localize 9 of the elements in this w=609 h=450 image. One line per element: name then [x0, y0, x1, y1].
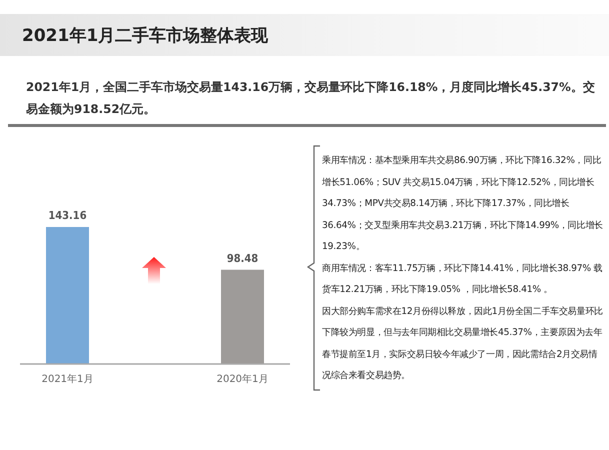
text: 因大部分购车需求在12月份得以释放，因此1月份全国二手车交易量环比下降较为明显，但与去年同期相比交易量增长45.37%，主要原因为去年春节提前至1月，实际交易日较今年减少了一周，因此需结合2月交易情况综合来看交易趋势。: [322, 304, 604, 383]
text: 乘用车情况：基本型乘用车共交易86.90万辆，环比下降16.32%，同比增长51.06%；SUV 共交易15.04万辆，环比下降12.52%，同比增长34.73%；MPV共交易8.14万辆，环比下降17.37%，同比增长36.64%；交叉型乘用车共交易3.21万辆，环比下降14.99%，同比增长19.23%。: [322, 154, 604, 254]
x-tick-label: 2021年1月: [42, 373, 94, 385]
data-label: 98.48: [226, 252, 258, 265]
chart-title: 2021年1月二手车市场整体表现: [22, 25, 268, 47]
data-label: 143.16: [48, 209, 87, 222]
text: 商用车情况：客车11.75万辆，环比下降14.41%，同比增长38.97% 载货车12.21万辆，环比下降19.05% ，同比增长58.41% 。: [322, 262, 604, 297]
x-tick-label: 2020年1月: [216, 373, 268, 385]
chart-subtitle: 2021年1月，全国二手车市场交易量143.16万辆，交易量环比下降16.18%，月度同比增长45.37%。交易金额为918.52亿元。: [26, 79, 596, 118]
